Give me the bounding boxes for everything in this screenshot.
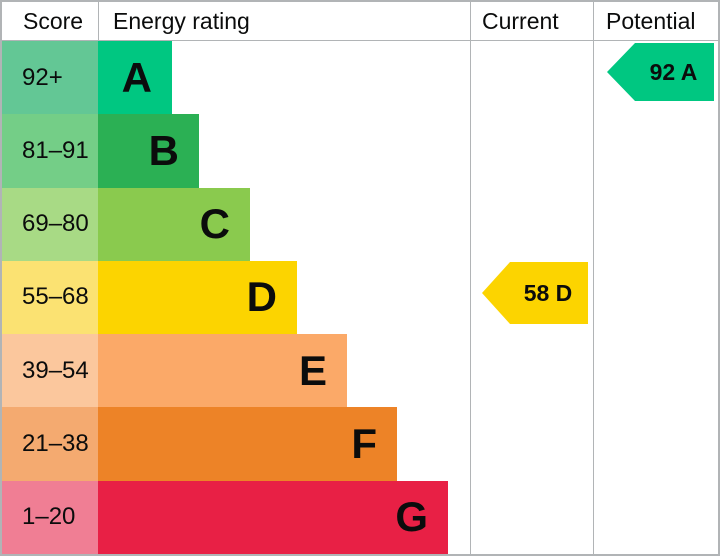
band-row: 39–54 E	[2, 334, 718, 408]
header-energy-rating: Energy rating	[113, 7, 250, 34]
band-bar: C	[98, 187, 250, 261]
header-divider-line	[2, 40, 718, 41]
band-row: 21–38 F	[2, 407, 718, 481]
band-bar: E	[98, 334, 347, 408]
band-letter: C	[199, 200, 230, 248]
score-column-divider	[98, 2, 99, 40]
band-row: 92+ A	[2, 41, 718, 115]
band-row: 55–68 D	[2, 260, 718, 335]
header-current: Current	[482, 7, 559, 34]
band-score-cell: 39–54	[2, 334, 98, 408]
current-column-divider	[470, 2, 471, 554]
band-letter: F	[351, 420, 377, 468]
band-row: 69–80 C	[2, 187, 718, 261]
chart-header: Score Energy rating Current Potential	[2, 2, 718, 40]
band-letter: E	[298, 346, 327, 394]
band-letter: A	[121, 53, 152, 101]
band-bar: G	[98, 480, 448, 554]
band-bar: F	[98, 407, 397, 481]
band-rows: 92+ A 81–91 B 69–80 C 55–68 D 39–54 E 21…	[2, 41, 718, 554]
band-letter: G	[395, 493, 428, 541]
band-score-cell: 69–80	[2, 187, 98, 261]
band-letter: D	[246, 273, 277, 321]
header-potential: Potential	[606, 7, 696, 34]
band-row: 81–91 B	[2, 114, 718, 188]
potential-column-divider	[593, 2, 594, 554]
header-score: Score	[23, 7, 84, 34]
band-score-cell: 81–91	[2, 114, 98, 188]
band-bar: A	[98, 41, 172, 115]
band-score-cell: 55–68	[2, 260, 98, 335]
band-score-cell: 1–20	[2, 480, 98, 554]
band-letter: B	[148, 126, 179, 174]
band-score-cell: 92+	[2, 41, 98, 115]
band-score-cell: 21–38	[2, 407, 98, 481]
band-row: 1–20 G	[2, 480, 718, 554]
band-bar: D	[98, 260, 297, 335]
band-bar: B	[98, 114, 199, 188]
